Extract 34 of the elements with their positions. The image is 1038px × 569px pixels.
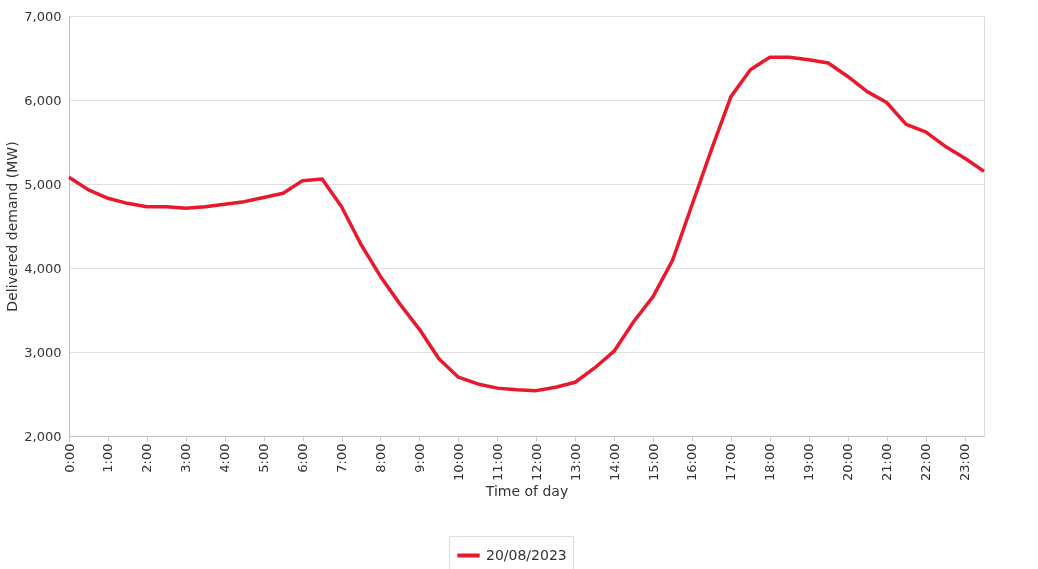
y-tick-label: 3,000 <box>24 344 62 360</box>
x-axis-title: Time of day <box>484 482 569 499</box>
x-tick-label: 5:00 <box>256 443 272 473</box>
x-tick-label: 10:00 <box>450 443 466 481</box>
x-tick-label: 15:00 <box>645 443 661 481</box>
x-tick-label: 11:00 <box>489 443 505 481</box>
y-tick-label: 2,000 <box>24 428 62 444</box>
y-tick-label: 6,000 <box>24 92 62 108</box>
x-tick-label: 21:00 <box>879 443 895 481</box>
y-tick-label: 7,000 <box>24 8 62 24</box>
x-tick-label: 14:00 <box>606 443 622 481</box>
y-axis-title: Delivered demand (MW) <box>4 141 21 312</box>
x-tick-label: 13:00 <box>567 443 583 481</box>
x-tick-label: 12:00 <box>528 443 544 481</box>
x-tick-label: 16:00 <box>684 443 700 481</box>
x-tick-label: 3:00 <box>178 443 194 473</box>
y-tick-label: 4,000 <box>24 260 62 276</box>
x-tick-label: 7:00 <box>334 443 350 473</box>
line-series <box>67 55 986 393</box>
x-tick-label: 6:00 <box>295 443 311 473</box>
x-tick-label: 8:00 <box>372 443 388 473</box>
x-tick-label: 4:00 <box>217 443 233 473</box>
x-tick-label: 20:00 <box>840 443 856 481</box>
x-tick-label: 19:00 <box>801 443 817 481</box>
x-tick-label: 0:00 <box>61 443 77 473</box>
x-tick-label: 22:00 <box>918 443 934 481</box>
legend-label: 20/08/2023 <box>486 546 567 563</box>
y-tick-label: 5,000 <box>24 176 62 192</box>
x-tick-label: 1:00 <box>100 443 116 473</box>
x-tick-label: 23:00 <box>957 443 973 481</box>
x-tick-label: 18:00 <box>762 443 778 481</box>
x-tick-label: 9:00 <box>411 443 427 473</box>
x-tick-label: 2:00 <box>139 443 155 473</box>
x-tick-label: 17:00 <box>723 443 739 481</box>
